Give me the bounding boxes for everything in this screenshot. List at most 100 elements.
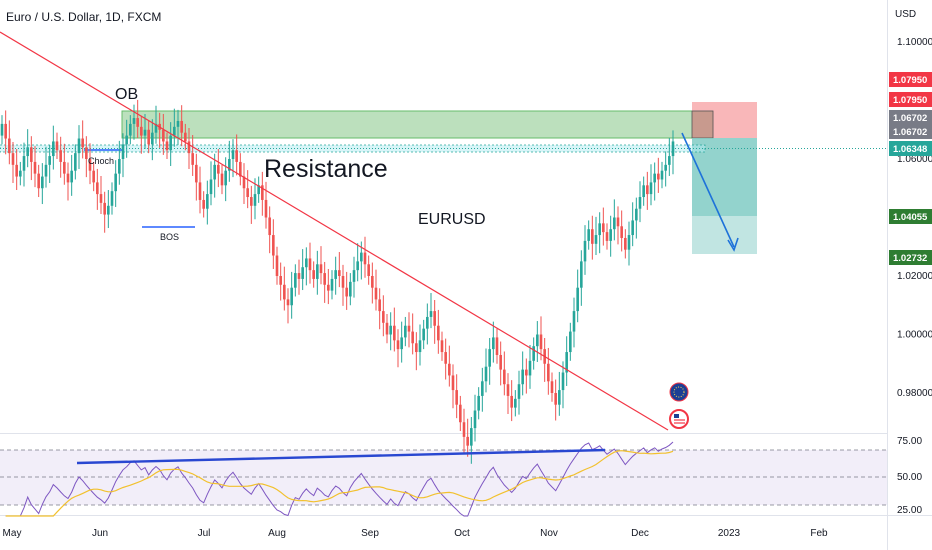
- order-block-zone[interactable]: [121, 110, 714, 139]
- candle-body[interactable]: [569, 331, 572, 353]
- candle-body[interactable]: [521, 369, 524, 385]
- candle-body[interactable]: [470, 428, 473, 446]
- candlestick-series[interactable]: [0, 99, 675, 464]
- candle-body[interactable]: [220, 173, 224, 186]
- candle-body[interactable]: [136, 118, 139, 127]
- candle-body[interactable]: [613, 217, 616, 230]
- candle-body[interactable]: [495, 337, 499, 355]
- candle-body[interactable]: [444, 352, 447, 364]
- candle-body[interactable]: [107, 205, 110, 215]
- candle-body[interactable]: [184, 132, 187, 142]
- candle-body[interactable]: [110, 191, 114, 206]
- candle-body[interactable]: [466, 436, 469, 446]
- rsi-divergence-line[interactable]: [76, 448, 606, 465]
- candle-body[interactable]: [374, 287, 378, 300]
- candle-body[interactable]: [389, 325, 392, 335]
- candle-body[interactable]: [198, 182, 202, 200]
- candle-body[interactable]: [202, 199, 205, 209]
- candle-body[interactable]: [404, 325, 407, 338]
- candle-body[interactable]: [415, 343, 418, 353]
- candle-body[interactable]: [591, 229, 594, 244]
- eu-event-icon[interactable]: [669, 382, 689, 402]
- candle-body[interactable]: [481, 381, 484, 396]
- candle-body[interactable]: [660, 170, 664, 180]
- candle-body[interactable]: [151, 132, 154, 145]
- candle-body[interactable]: [576, 287, 579, 312]
- candle-body[interactable]: [572, 311, 576, 332]
- candle-body[interactable]: [440, 340, 444, 353]
- candle-body[interactable]: [19, 170, 22, 177]
- candle-body[interactable]: [638, 197, 642, 209]
- candle-body[interactable]: [118, 159, 121, 174]
- candle-body[interactable]: [367, 264, 370, 276]
- candle-body[interactable]: [554, 393, 557, 405]
- candle-body[interactable]: [635, 208, 638, 221]
- candle-body[interactable]: [99, 194, 103, 203]
- us-event-icon[interactable]: [669, 409, 689, 429]
- candle-body[interactable]: [191, 153, 194, 165]
- candle-body[interactable]: [88, 159, 92, 171]
- candle-body[interactable]: [671, 141, 675, 157]
- candle-body[interactable]: [477, 395, 480, 411]
- candle-body[interactable]: [528, 360, 532, 376]
- candle-body[interactable]: [396, 340, 400, 350]
- candle-body[interactable]: [169, 135, 172, 151]
- candle-body[interactable]: [312, 270, 315, 279]
- candle-body[interactable]: [393, 325, 396, 341]
- candle-body[interactable]: [605, 232, 609, 241]
- candle-body[interactable]: [173, 126, 176, 136]
- candle-body[interactable]: [147, 129, 150, 145]
- candle-body[interactable]: [206, 194, 209, 209]
- candle-body[interactable]: [162, 129, 165, 142]
- candle-body[interactable]: [642, 185, 645, 198]
- candle-body[interactable]: [422, 328, 425, 341]
- candle-body[interactable]: [92, 170, 95, 183]
- candle-body[interactable]: [602, 223, 605, 233]
- candle-body[interactable]: [653, 173, 656, 183]
- candle-body[interactable]: [66, 173, 70, 183]
- candle-body[interactable]: [308, 258, 312, 271]
- candle-body[interactable]: [473, 410, 477, 429]
- candle-body[interactable]: [433, 311, 436, 326]
- candle-body[interactable]: [11, 153, 15, 165]
- candle-body[interactable]: [187, 141, 191, 154]
- candle-body[interactable]: [323, 273, 326, 285]
- candle-body[interactable]: [319, 264, 323, 274]
- candle-body[interactable]: [407, 325, 411, 332]
- candle-body[interactable]: [195, 164, 198, 183]
- candle-body[interactable]: [70, 170, 73, 183]
- candle-body[interactable]: [143, 129, 147, 136]
- candle-body[interactable]: [517, 384, 521, 399]
- candle-body[interactable]: [338, 270, 341, 276]
- candle-body[interactable]: [228, 159, 231, 171]
- candle-body[interactable]: [250, 197, 253, 206]
- candle-body[interactable]: [646, 185, 649, 195]
- candle-body[interactable]: [301, 267, 304, 279]
- target-zone-2[interactable]: [692, 216, 757, 254]
- candle-body[interactable]: [132, 118, 136, 124]
- candle-body[interactable]: [539, 334, 543, 350]
- candle-body[interactable]: [455, 390, 458, 405]
- candle-body[interactable]: [114, 173, 117, 192]
- candle-body[interactable]: [213, 164, 216, 180]
- candle-body[interactable]: [448, 363, 451, 376]
- candle-body[interactable]: [22, 156, 26, 171]
- candle-body[interactable]: [154, 123, 158, 133]
- projection-arrow[interactable]: [681, 132, 735, 248]
- candle-body[interactable]: [217, 164, 220, 174]
- candle-body[interactable]: [55, 141, 59, 151]
- candle-body[interactable]: [558, 390, 561, 405]
- candle-body[interactable]: [235, 150, 238, 162]
- candle-body[interactable]: [272, 235, 275, 256]
- candle-body[interactable]: [510, 395, 513, 408]
- candle-body[interactable]: [224, 170, 227, 186]
- candle-body[interactable]: [631, 220, 634, 236]
- candle-body[interactable]: [8, 138, 11, 154]
- candle-body[interactable]: [484, 366, 488, 382]
- candle-body[interactable]: [30, 147, 33, 162]
- candle-body[interactable]: [209, 179, 213, 195]
- candle-body[interactable]: [0, 123, 4, 136]
- candle-body[interactable]: [627, 235, 631, 250]
- candle-body[interactable]: [85, 147, 88, 159]
